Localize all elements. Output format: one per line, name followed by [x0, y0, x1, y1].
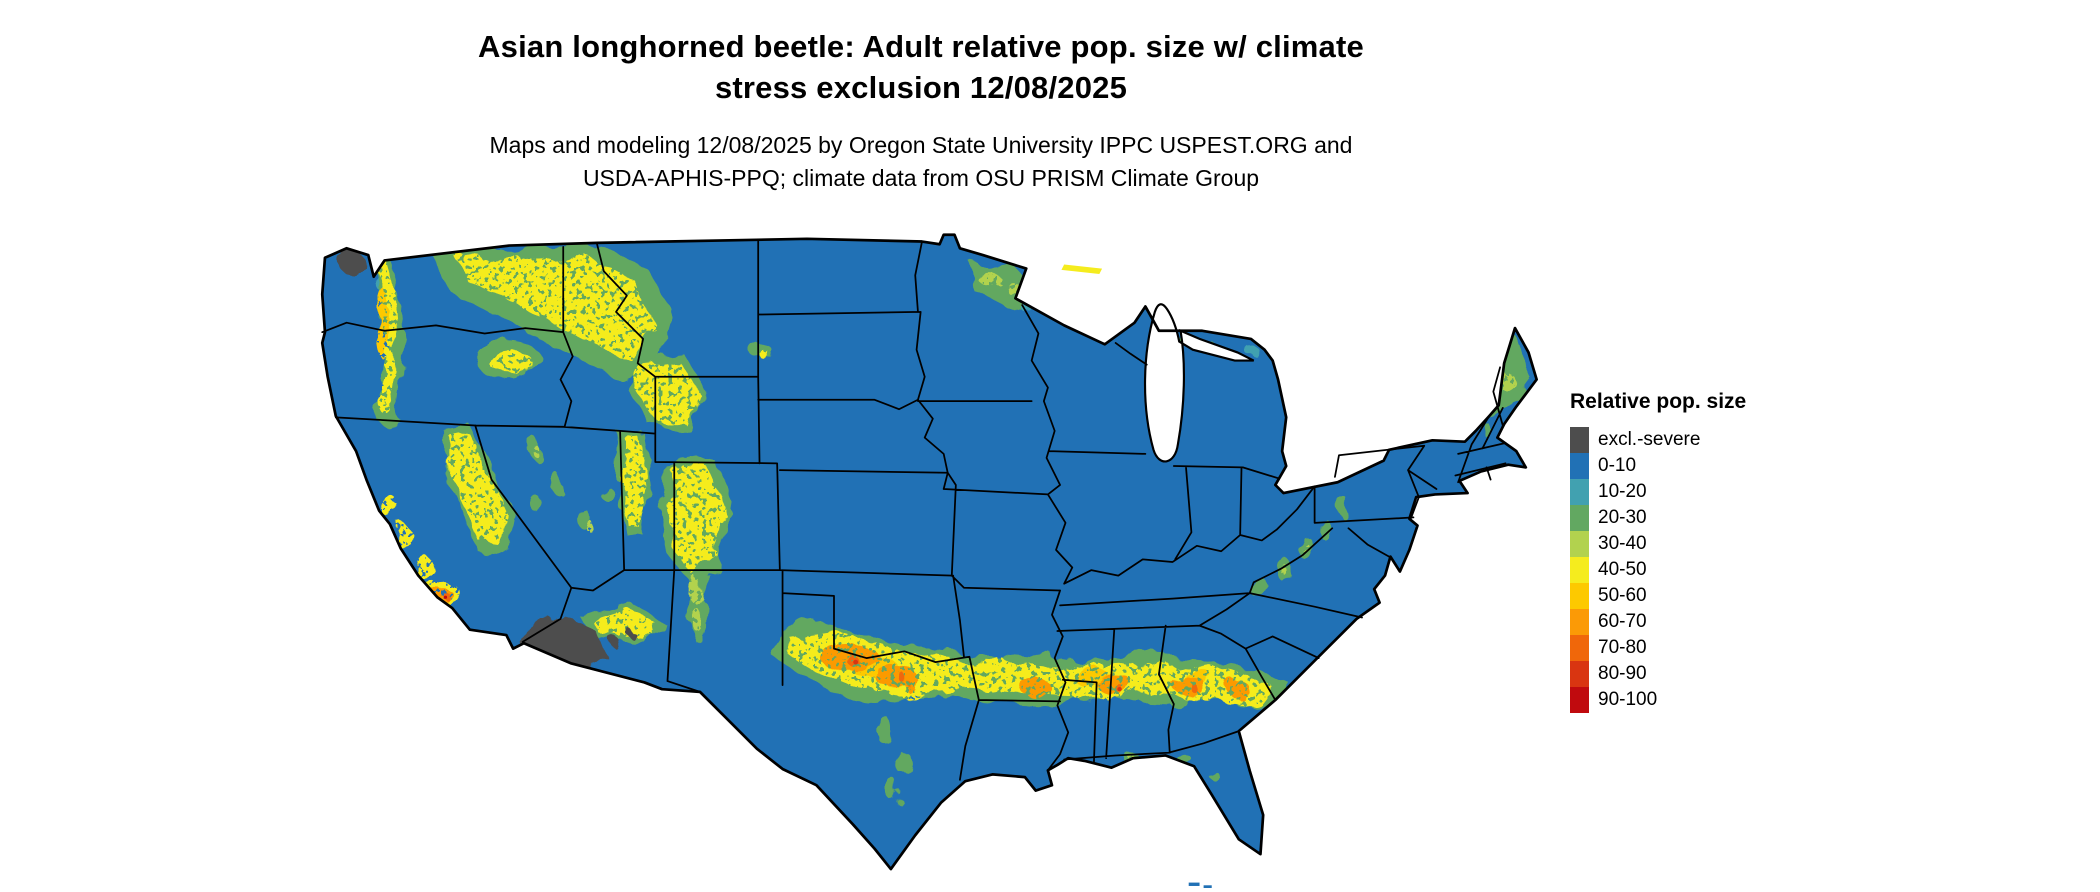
lake-michigan [1143, 303, 1255, 463]
overlay-class-40-50 [370, 252, 1273, 703]
legend-swatch [1570, 453, 1589, 479]
legend-swatch [1570, 505, 1589, 531]
legend-entry-label: 0-10 [1598, 455, 1637, 476]
legend-swatch [1570, 687, 1589, 713]
us-outline [320, 233, 1538, 871]
legend-entry: excl.-severe [1570, 427, 1746, 453]
legend-swatch [1570, 531, 1589, 557]
legend-entry-label: 40-50 [1598, 559, 1647, 580]
map-title-line1: Asian longhorned beetle: Adult relative … [478, 29, 1364, 64]
legend-title: Relative pop. size [1570, 390, 1747, 413]
legend-entry: 40-50 [1570, 557, 1746, 583]
legend-entry-label: 70-80 [1598, 637, 1647, 658]
us-map [306, 228, 1538, 888]
map-subtitle-line1: Maps and modeling 12/08/2025 by Oregon S… [489, 132, 1353, 158]
map-title: Asian longhorned beetle: Adult relative … [0, 26, 1842, 108]
header: Asian longhorned beetle: Adult relative … [0, 26, 1842, 195]
legend-entry: 80-90 [1570, 661, 1746, 687]
overlay-class-excl-severe [339, 250, 635, 675]
isle-royale-streak [1061, 264, 1103, 274]
legend-swatch [1570, 583, 1589, 609]
legend-entry-label: 30-40 [1598, 533, 1647, 554]
legend-swatch [1570, 635, 1589, 661]
map-title-line2: stress exclusion 12/08/2025 [714, 70, 1128, 105]
legend-entry: 60-70 [1570, 609, 1746, 635]
legend-swatch [1570, 661, 1589, 687]
legend-entry: 90-100 [1570, 687, 1746, 713]
florida-keys [1188, 882, 1212, 888]
map-subtitle: Maps and modeling 12/08/2025 by Oregon S… [0, 129, 1842, 195]
legend-entry-label: 10-20 [1598, 481, 1647, 502]
map-subtitle-line2: USDA-APHIS-PPQ; climate data from OSU PR… [582, 165, 1260, 191]
legend-entry: 50-60 [1570, 583, 1746, 609]
legend-entry: 20-30 [1570, 505, 1746, 531]
base-landmass [322, 234, 1537, 870]
us-map-svg [320, 233, 1538, 888]
legend-entry-label: 80-90 [1598, 663, 1647, 684]
legend-entry: 10-20 [1570, 479, 1746, 505]
legend-swatch [1570, 557, 1589, 583]
legend-entries: excl.-severe 0-10 10-20 20-30 30-40 40-50 50-6… [1570, 427, 1746, 713]
legend-entry: 30-40 [1570, 531, 1746, 557]
legend-swatch [1570, 427, 1589, 453]
population-overlays [339, 242, 1533, 802]
legend-swatch [1570, 479, 1589, 505]
legend-entry: 0-10 [1570, 453, 1746, 479]
legend-entry-label: 20-30 [1598, 507, 1647, 528]
legend-entry-label: 90-100 [1598, 689, 1658, 710]
legend-entry-label: 60-70 [1598, 611, 1647, 632]
overlay-class-90-100 [443, 595, 448, 599]
overlay-class-80-90 [853, 659, 1122, 692]
legend-entry-label: 50-60 [1598, 585, 1647, 606]
legend: Relative pop. size excl.-severe 0-10 10-20… [1570, 390, 1746, 713]
legend-entry: 70-80 [1570, 635, 1746, 661]
state-borders [321, 240, 1507, 781]
legend-swatch [1570, 609, 1589, 635]
legend-entry-label: excl.-severe [1598, 429, 1701, 450]
